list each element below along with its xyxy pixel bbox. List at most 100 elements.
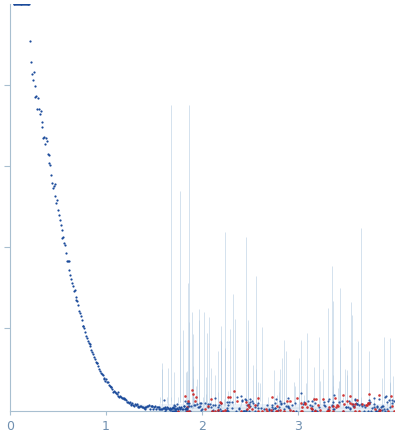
Point [312, 406, 318, 413]
Point [185, 400, 191, 407]
Point [53, 199, 60, 206]
Point [50, 184, 56, 191]
Point [20, 1, 26, 8]
Point [245, 401, 252, 408]
Point [212, 407, 219, 414]
Point [33, 92, 39, 99]
Point [184, 407, 191, 414]
Point [119, 394, 126, 401]
Point [329, 402, 335, 409]
Point [236, 404, 242, 411]
Point [51, 181, 58, 188]
Point [119, 395, 125, 402]
Point [386, 396, 393, 403]
Point [355, 407, 362, 414]
Point [374, 403, 380, 410]
Point [317, 406, 323, 413]
Point [324, 407, 330, 414]
Point [218, 399, 224, 406]
Point [261, 405, 267, 412]
Point [162, 405, 169, 412]
Point [15, 1, 21, 8]
Point [67, 271, 74, 278]
Point [346, 405, 353, 412]
Point [72, 293, 79, 300]
Point [19, 1, 25, 8]
Point [353, 397, 360, 404]
Point [157, 405, 164, 412]
Point [121, 395, 128, 402]
Point [94, 359, 101, 366]
Point [150, 405, 156, 412]
Point [29, 70, 35, 77]
Point [152, 402, 158, 409]
Point [55, 207, 61, 214]
Point [173, 405, 179, 412]
Point [37, 111, 43, 118]
Point [346, 405, 353, 412]
Point [254, 407, 261, 414]
Point [312, 407, 318, 414]
Point [294, 395, 300, 402]
Point [322, 403, 328, 410]
Point [45, 151, 52, 158]
Point [187, 402, 194, 409]
Point [176, 404, 182, 411]
Point [311, 395, 318, 402]
Point [252, 404, 259, 411]
Point [340, 407, 346, 414]
Point [326, 406, 332, 413]
Point [340, 391, 346, 398]
Point [331, 392, 337, 399]
Point [81, 325, 88, 332]
Point [344, 398, 351, 405]
Point [186, 407, 193, 414]
Point [298, 399, 304, 406]
Point [123, 397, 129, 404]
Point [36, 105, 42, 112]
Point [212, 401, 218, 408]
Point [359, 400, 365, 407]
Point [321, 401, 327, 408]
Point [275, 407, 281, 414]
Point [49, 180, 55, 187]
Point [16, 1, 22, 8]
Point [100, 375, 107, 382]
Point [65, 258, 72, 265]
Point [366, 401, 373, 408]
Point [142, 405, 148, 412]
Point [347, 392, 353, 399]
Point [315, 401, 322, 408]
Point [82, 328, 88, 335]
Point [389, 399, 395, 406]
Point [184, 398, 191, 405]
Point [247, 399, 253, 406]
Point [215, 406, 221, 413]
Point [272, 404, 279, 411]
Point [41, 133, 47, 140]
Point [377, 406, 383, 413]
Point [376, 407, 382, 414]
Point [343, 404, 349, 411]
Point [162, 406, 169, 413]
Point [174, 401, 180, 408]
Point [205, 401, 211, 408]
Point [106, 383, 113, 390]
Point [190, 390, 196, 397]
Point [28, 59, 34, 66]
Point [122, 395, 129, 402]
Point [23, 1, 30, 8]
Point [286, 404, 293, 411]
Point [373, 407, 379, 414]
Point [249, 398, 256, 405]
Point [298, 407, 304, 414]
Point [131, 403, 137, 410]
Point [268, 407, 274, 414]
Point [363, 402, 370, 409]
Point [43, 138, 50, 145]
Point [172, 407, 179, 414]
Point [107, 383, 114, 390]
Point [72, 287, 78, 294]
Point [86, 340, 93, 347]
Point [373, 407, 379, 414]
